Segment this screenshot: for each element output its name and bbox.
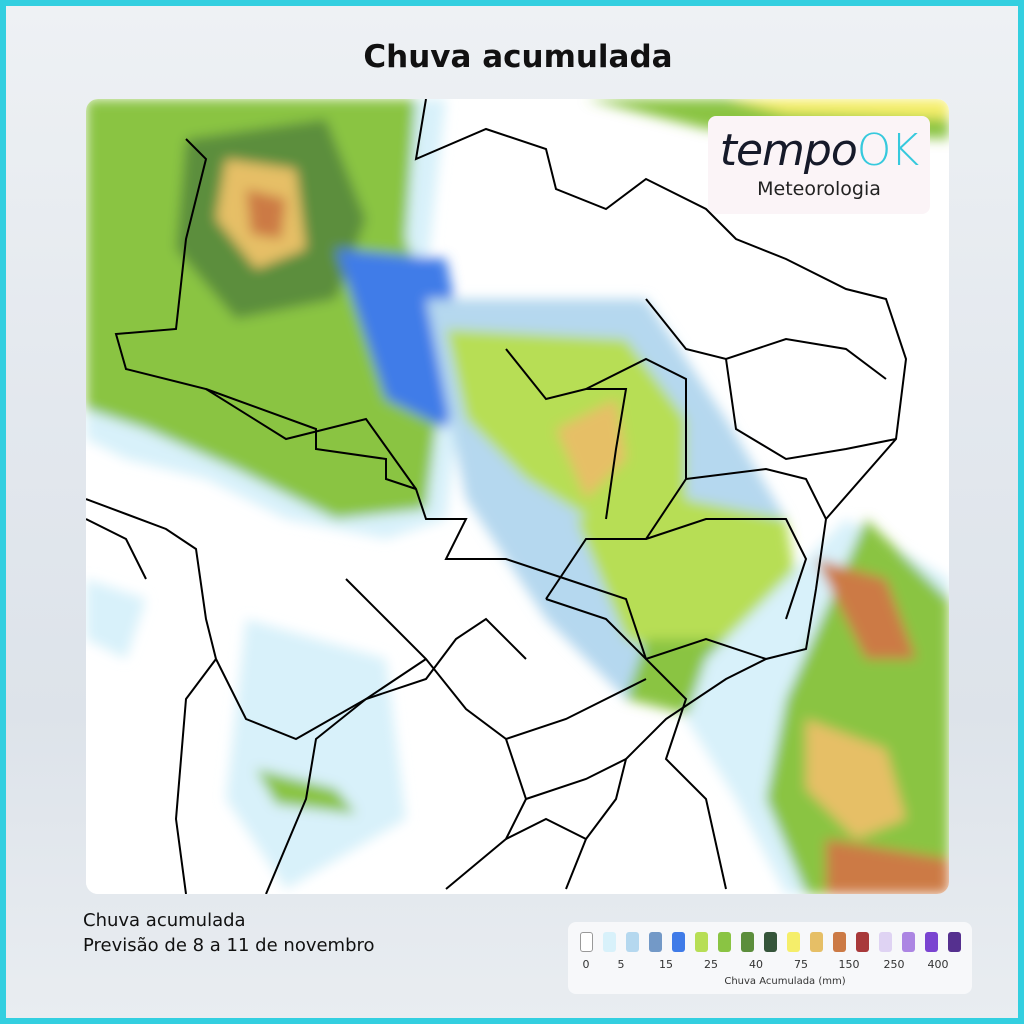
legend-label: 15 <box>659 958 673 971</box>
legend-swatch <box>603 932 616 952</box>
legend-label: 75 <box>794 958 808 971</box>
legend-label: 0 <box>582 958 590 971</box>
legend-label: 40 <box>749 958 763 971</box>
rain-fields <box>86 99 949 894</box>
legend-label: 250 <box>883 958 905 971</box>
color-legend: Chuva Acumulada (mm) 0 5 15 25 40 75 150 250 400 <box>568 922 972 994</box>
logo-subtitle: Meteorologia <box>757 178 881 200</box>
logo-brand-main: tempo <box>719 125 858 176</box>
caption-period: Previsão de 8 a 11 de novembro <box>83 935 375 956</box>
rain-map <box>86 99 949 894</box>
legend-swatch <box>649 932 662 952</box>
legend-swatch <box>925 932 938 952</box>
logo-wordmark: tempoOK <box>708 128 930 174</box>
country-and-state-borders <box>86 99 908 894</box>
legend-swatch <box>764 932 777 952</box>
legend-swatch <box>879 932 892 952</box>
legend-label: 5 <box>617 958 625 971</box>
legend-label: 400 <box>927 958 949 971</box>
legend-swatch <box>741 932 754 952</box>
legend-label: 150 <box>838 958 860 971</box>
legend-swatch <box>902 932 915 952</box>
caption-title: Chuva acumulada <box>83 910 246 931</box>
legend-swatch <box>833 932 846 952</box>
legend-swatch <box>856 932 869 952</box>
legend-swatch <box>580 932 593 952</box>
legend-swatch <box>626 932 639 952</box>
legend-unit: Chuva Acumulada (mm) <box>724 976 846 987</box>
page-title: Chuva acumulada <box>363 39 673 75</box>
legend-swatch <box>787 932 800 952</box>
map-caption: Chuva acumulada Previsão de 8 a 11 de no… <box>83 908 375 958</box>
legend-swatch <box>810 932 823 952</box>
legend-label: 25 <box>704 958 718 971</box>
legend-swatch <box>672 932 685 952</box>
precipitation-map-svg <box>86 99 949 894</box>
legend-swatch <box>948 932 961 952</box>
logo-brand-accent: OK <box>856 125 919 176</box>
tempook-logo: tempoOK Meteorologia <box>708 116 930 214</box>
legend-swatch <box>695 932 708 952</box>
legend-swatch <box>718 932 731 952</box>
